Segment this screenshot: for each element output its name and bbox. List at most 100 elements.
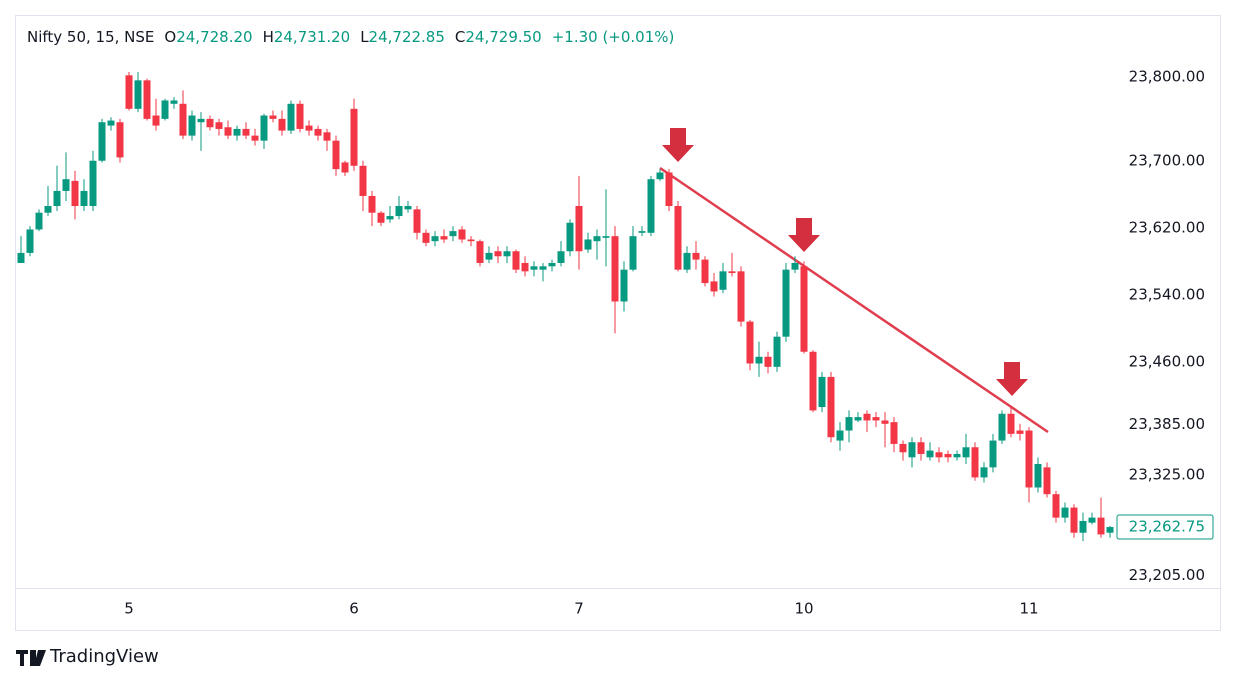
- candle-body: [539, 266, 547, 270]
- candle-body: [512, 251, 520, 270]
- candle-body: [485, 252, 493, 260]
- candle-body: [647, 179, 655, 233]
- candle-body: [1088, 517, 1096, 523]
- candle-body: [1070, 507, 1078, 533]
- candle-body: [791, 262, 799, 270]
- candle-body: [782, 269, 790, 337]
- legend-key: L: [360, 28, 369, 46]
- candle-body: [665, 172, 673, 206]
- candle-body: [44, 206, 52, 213]
- candle-body: [71, 180, 79, 206]
- candle-body: [881, 420, 889, 424]
- candle-body: [278, 118, 286, 131]
- legend-value: 24,722.85: [368, 28, 445, 46]
- candle-body: [998, 413, 1006, 441]
- legend-value: 24,728.20: [176, 28, 253, 46]
- candle-body: [503, 251, 511, 257]
- candle-body: [26, 229, 34, 253]
- candle-body: [224, 127, 232, 136]
- candle-body: [179, 103, 187, 136]
- candle-body: [800, 266, 808, 352]
- candle-body: [341, 162, 349, 173]
- legend-value: 24,729.50: [465, 28, 542, 46]
- candle-body: [944, 453, 952, 458]
- candle-body: [197, 118, 205, 123]
- x-tick-label: 5: [124, 600, 134, 618]
- x-tick-label: 6: [349, 600, 359, 618]
- candle-body: [305, 125, 313, 131]
- legend-key: O: [164, 28, 177, 46]
- candle-body: [215, 122, 223, 129]
- candle-body: [116, 122, 124, 158]
- candle-body: [890, 422, 898, 444]
- candle-body: [683, 252, 691, 270]
- down-arrow: [662, 128, 694, 162]
- candle-body: [602, 236, 610, 238]
- candle-body: [350, 108, 358, 166]
- candle-body: [872, 417, 880, 421]
- candle-body: [323, 132, 331, 141]
- candle-body: [737, 271, 745, 322]
- candle-body: [854, 417, 862, 421]
- candle-body: [296, 103, 304, 129]
- candle-body: [593, 236, 601, 242]
- candle-body: [395, 206, 403, 217]
- chart-frame: [15, 15, 1221, 631]
- candle-body: [1043, 467, 1051, 495]
- candle-body: [422, 232, 430, 243]
- candle-body: [557, 251, 565, 263]
- candle-body: [1052, 494, 1060, 518]
- candle-body: [1106, 527, 1114, 533]
- y-tick-label: 23,700.00: [1129, 151, 1205, 169]
- candle-body: [125, 75, 133, 109]
- candle-body: [206, 118, 214, 128]
- candle-body: [1025, 430, 1033, 488]
- down-arrow: [788, 218, 820, 252]
- candle-body: [161, 100, 169, 119]
- last-price-label: 23,262.75: [1129, 518, 1205, 536]
- candle-body: [413, 209, 421, 233]
- candle-body: [764, 356, 772, 367]
- down-arrow: [996, 362, 1028, 396]
- y-tick-label: 23,800.00: [1129, 67, 1205, 85]
- candle-body: [584, 239, 592, 250]
- candle-body: [827, 376, 835, 438]
- candle-body: [431, 236, 439, 242]
- candle-body: [494, 251, 502, 257]
- candle-body: [728, 271, 736, 274]
- candle-body: [692, 252, 700, 260]
- symbol-title: Nifty 50, 15, NSE: [27, 28, 155, 46]
- candle-body: [332, 140, 340, 170]
- candle-body: [17, 252, 25, 263]
- candle-body: [260, 115, 268, 141]
- candle-body: [746, 321, 754, 364]
- candle-body: [863, 413, 871, 421]
- candle-body: [1034, 464, 1042, 488]
- candle-body: [269, 115, 277, 119]
- candle-body: [917, 442, 925, 454]
- candle-body: [638, 231, 646, 233]
- candle-body: [710, 281, 718, 292]
- candle-body: [953, 453, 961, 458]
- candle-body: [377, 212, 385, 223]
- candle-body: [845, 417, 853, 431]
- candle-body: [818, 376, 826, 408]
- candle-body: [971, 447, 979, 478]
- candle-body: [674, 206, 682, 270]
- candle-body: [566, 222, 574, 252]
- candle-body: [1079, 520, 1087, 533]
- candle-body: [836, 430, 844, 441]
- candle-body: [89, 160, 97, 206]
- candle-body: [1016, 430, 1024, 434]
- candle-body: [242, 128, 250, 136]
- candle-body: [899, 443, 907, 453]
- trend-line: [659, 166, 1049, 434]
- candle-body: [656, 172, 664, 180]
- candle-body: [620, 269, 628, 302]
- candle-body: [701, 259, 709, 284]
- legend-value: 24,731.20: [273, 28, 351, 46]
- candle-body: [449, 231, 457, 237]
- candle-body: [458, 229, 466, 240]
- candle-body: [521, 262, 529, 272]
- candle-body: [188, 115, 196, 136]
